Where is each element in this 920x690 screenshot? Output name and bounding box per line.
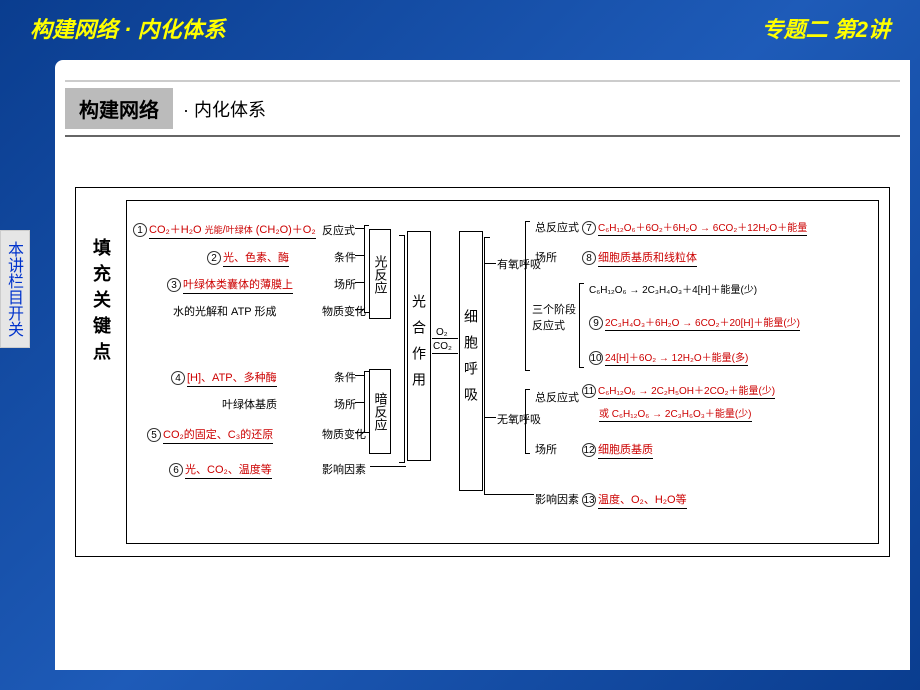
arr-l2 — [355, 255, 365, 256]
header-title-right: 专题二 第2讲 — [762, 12, 890, 44]
bracket-anaerobic — [525, 389, 530, 454]
inner-frame: 光反应 暗反应 光合作用 细胞呼吸 O₂ CO₂ 1CO₂＋H₂O 光能/叶绿体… — [126, 200, 879, 544]
item-12: 12细胞质基质 — [582, 441, 653, 459]
item-7: 7C₆H₁₂O₆＋6O₂＋6H₂O → 6CO₂＋12H₂O＋能量 — [582, 219, 807, 236]
sidebar-tab[interactable]: 本讲栏目开关 — [0, 230, 30, 348]
item-10: 1024[H]＋6O₂ → 12H₂O＋能量(多) — [589, 349, 748, 366]
section-header: 构建网络 · 内化体系 — [65, 60, 900, 147]
arr-l6 — [355, 402, 365, 403]
water-atp: 水的光解和 ATP 形成 — [173, 303, 277, 319]
item-8: 8细胞质基质和线粒体 — [582, 249, 697, 267]
arr-l3 — [355, 282, 365, 283]
arr-l8 — [370, 466, 406, 467]
content-area: 构建网络 · 内化体系 填充关键点 光反应 暗反应 光合作用 细胞呼吸 O₂ C… — [55, 60, 910, 670]
item-11b: 或 C₆H₁₂O₆ → 2C₃H₆O₃＋能量(少) — [599, 405, 752, 422]
header-title-left: 构建网络 · 内化体系 — [30, 12, 226, 44]
diagram-box: 填充关键点 光反应 暗反应 光合作用 细胞呼吸 O₂ CO₂ 1CO₂＋H₂O … — [75, 187, 890, 557]
location-label-r2: 场所 — [535, 441, 557, 457]
factor-label-r: 影响因素 — [535, 491, 579, 507]
bracket-light — [364, 225, 369, 313]
item-5: 5CO₂的固定、C₃的还原 — [147, 426, 273, 444]
item-3: 3叶绿体类囊体的薄膜上 — [167, 276, 293, 294]
total-formula-label: 总反应式 — [535, 219, 579, 235]
arr-l7 — [355, 432, 365, 433]
glucose-eq: C₆H₁₂O₆ → 2C₃H₄O₃＋4[H]＋能量(少) — [589, 281, 757, 296]
item-13: 13温度、O₂、H₂O等 — [582, 491, 687, 509]
label-matter-1: 物质变化 — [322, 303, 366, 319]
chloroplast-stroma: 叶绿体基质 — [222, 396, 277, 412]
item-2: 2光、色素、酶 — [207, 249, 289, 267]
label-matter-2: 物质变化 — [322, 426, 366, 442]
dark-reaction-box: 暗反应 — [369, 369, 391, 454]
arr-aerobic — [484, 263, 496, 264]
arr-l4 — [355, 309, 365, 310]
total-formula-label-2: 总反应式 — [535, 389, 579, 405]
label-factor-1: 影响因素 — [322, 461, 366, 477]
bracket-cellresp — [484, 237, 490, 495]
three-stage-label: 三个阶段反应式 — [532, 301, 580, 333]
photosynthesis-box: 光合作用 — [407, 231, 431, 461]
section-tag: 构建网络 — [65, 88, 173, 129]
arr-factor-r — [484, 494, 534, 495]
item-9: 92C₃H₄O₃＋6H₂O → 6CO₂＋20[H]＋能量(少) — [589, 314, 800, 331]
item-1: 1CO₂＋H₂O 光能/叶绿体 (CH₂O)＋O₂ — [133, 221, 316, 239]
o2-label: O₂ — [436, 327, 448, 338]
label-location-2: 场所 — [334, 396, 356, 412]
label-formula-1: 反应式 — [322, 222, 355, 238]
arr-l5 — [355, 375, 365, 376]
header: 构建网络 · 内化体系 专题二 第2讲 — [0, 0, 920, 52]
bracket-photosyn — [399, 235, 405, 463]
item-6: 6光、CO₂、温度等 — [169, 461, 272, 479]
light-reaction-box: 光反应 — [369, 229, 391, 319]
item-11: 11C₆H₁₂O₆ → 2C₂H₅OH＋2CO₂＋能量(少) — [582, 382, 775, 399]
section-sub: · 内化体系 — [173, 96, 266, 122]
o2-line — [432, 338, 458, 339]
co2-label: CO₂ — [433, 341, 452, 352]
arr-l1 — [355, 228, 365, 229]
label-location-1: 场所 — [334, 276, 356, 292]
label-condition-1: 条件 — [334, 249, 356, 265]
co2-line — [432, 353, 458, 354]
location-label-r1: 场所 — [535, 249, 557, 265]
cell-respiration-box: 细胞呼吸 — [459, 231, 483, 491]
fill-key-points-label: 填充关键点 — [88, 238, 114, 368]
item-4: 4[H]、ATP、多种酶 — [171, 369, 277, 387]
anaerobic-label: 无氧呼吸 — [497, 411, 541, 427]
bracket-3stage — [579, 283, 584, 368]
label-condition-2: 条件 — [334, 369, 356, 385]
bracket-aerobic — [525, 221, 530, 371]
arr-anaerobic — [484, 417, 496, 418]
